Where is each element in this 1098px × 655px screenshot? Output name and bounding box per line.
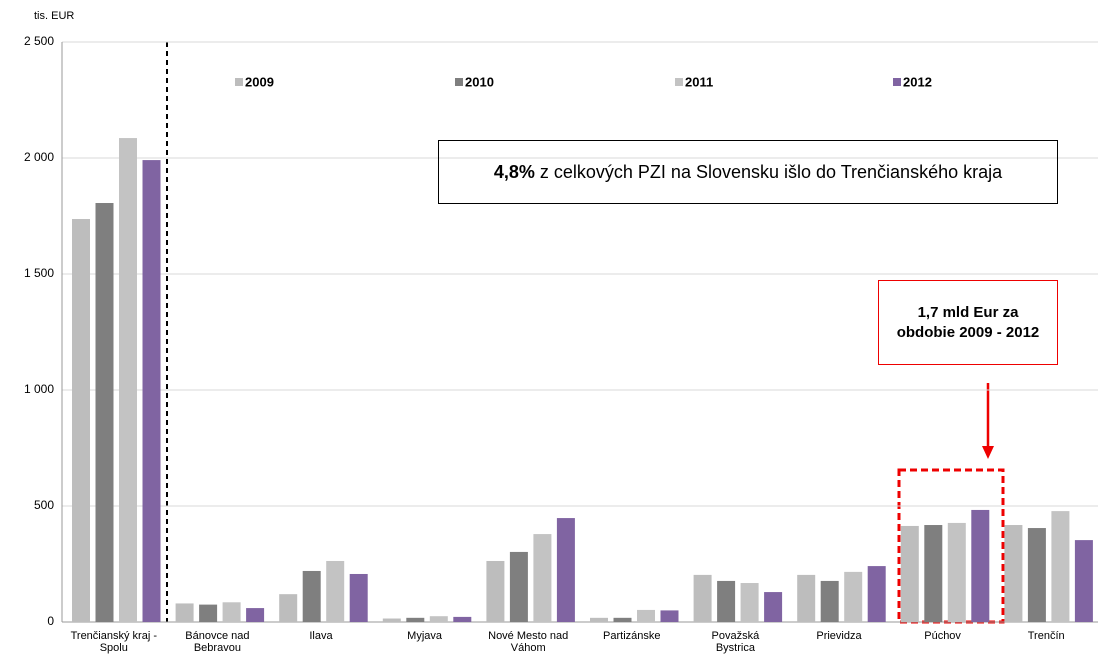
bar: [95, 203, 114, 622]
share-bold: 4,8%: [493, 161, 535, 182]
bar: [453, 616, 472, 622]
x-tick-label: Púchov: [924, 630, 961, 642]
bar: [1074, 540, 1093, 622]
legend-swatch: [675, 78, 683, 86]
bar: [660, 610, 679, 622]
bar: [637, 609, 655, 622]
bar: [867, 566, 886, 622]
x-tick-label: Partizánske: [603, 630, 661, 642]
share-box: 4,8% z celkových PZI na Slovensku išlo d…: [438, 140, 1058, 204]
bar: [533, 534, 552, 622]
legend-label: 2012: [903, 74, 932, 89]
bar: [613, 617, 632, 622]
y-axis-label: tis. EUR: [34, 10, 74, 22]
bar: [820, 580, 839, 622]
y-tick-label: 2 500: [24, 34, 54, 48]
bar: [72, 219, 90, 623]
x-tick-label: Nové Mesto nad Váhom: [488, 630, 569, 654]
bar: [717, 580, 736, 622]
share-text: z celkových PZI na Slovensku išlo do Tre…: [534, 161, 1003, 182]
x-tick-label: Bánovce nad Bebravou: [185, 630, 250, 654]
x-tick-label: Trenčianský kraj - Spolu: [70, 630, 157, 654]
x-tick-label: Myjava: [407, 630, 443, 642]
bar: [486, 560, 505, 622]
y-tick-label: 2 000: [24, 150, 54, 164]
bar: [797, 574, 816, 622]
bar: [556, 518, 575, 622]
legend-label: 2009: [245, 74, 274, 89]
bar: [900, 525, 919, 622]
arrow-head: [982, 446, 994, 459]
bar: [740, 583, 759, 622]
bar: [693, 574, 712, 622]
x-tick-label: Prievidza: [816, 630, 862, 642]
bar: [349, 573, 368, 622]
y-tick-label: 1 500: [24, 266, 54, 280]
bar: [1004, 525, 1023, 622]
bar: [326, 560, 345, 622]
x-tick-label: Ilava: [309, 630, 333, 642]
total-line: obdobie 2009 - 2012: [896, 323, 1040, 341]
bar: [947, 522, 966, 622]
bar: [119, 138, 137, 622]
x-tick-label: Trenčín: [1027, 630, 1065, 642]
bar: [175, 603, 194, 622]
legend-swatch: [235, 78, 243, 86]
bar: [1027, 528, 1046, 622]
bar: [844, 571, 863, 622]
y-tick-label: 1 000: [24, 382, 54, 396]
bar: [279, 594, 298, 622]
bar: [382, 618, 401, 622]
y-tick-label: 0: [47, 614, 54, 628]
bar: [1051, 511, 1070, 622]
legend-label: 2011: [685, 74, 713, 89]
legend-swatch: [893, 78, 901, 86]
legend-swatch: [455, 78, 463, 86]
bar: [429, 616, 448, 622]
bar: [764, 592, 783, 622]
bar: [142, 160, 161, 622]
bar: [590, 617, 608, 622]
bar: [971, 509, 990, 622]
bar: [924, 525, 943, 622]
bar: [222, 602, 241, 622]
total-box: 1,7 mld Eur za obdobie 2009 - 2012: [878, 280, 1058, 365]
bar: [302, 570, 321, 622]
bar: [406, 617, 425, 622]
legend-label: 2010: [465, 74, 494, 89]
y-tick-label: 500: [34, 498, 54, 512]
bar: [199, 604, 218, 622]
bar: [509, 551, 528, 622]
bar: [246, 608, 265, 622]
total-line: 1,7 mld Eur za: [917, 303, 1019, 321]
x-tick-label: Považská Bystrica: [711, 630, 760, 654]
